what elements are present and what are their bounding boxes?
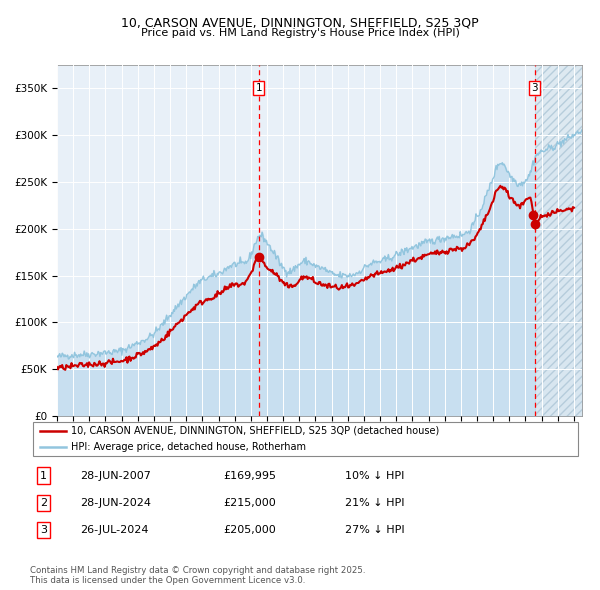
Text: £169,995: £169,995: [223, 471, 276, 481]
Text: 28-JUN-2007: 28-JUN-2007: [80, 471, 151, 481]
Text: 10, CARSON AVENUE, DINNINGTON, SHEFFIELD, S25 3QP (detached house): 10, CARSON AVENUE, DINNINGTON, SHEFFIELD…: [71, 425, 440, 435]
Text: 28-JUN-2024: 28-JUN-2024: [80, 498, 151, 508]
Bar: [535, 65, 582, 416]
Text: 21% ↓ HPI: 21% ↓ HPI: [344, 498, 404, 508]
Text: 27% ↓ HPI: 27% ↓ HPI: [344, 525, 404, 535]
Text: 1: 1: [256, 83, 262, 93]
Text: 10, CARSON AVENUE, DINNINGTON, SHEFFIELD, S25 3QP: 10, CARSON AVENUE, DINNINGTON, SHEFFIELD…: [121, 17, 479, 30]
Text: £215,000: £215,000: [223, 498, 276, 508]
Text: 1: 1: [40, 471, 47, 481]
FancyBboxPatch shape: [33, 422, 578, 456]
Text: Price paid vs. HM Land Registry's House Price Index (HPI): Price paid vs. HM Land Registry's House …: [140, 28, 460, 38]
Text: 10% ↓ HPI: 10% ↓ HPI: [344, 471, 404, 481]
Text: £205,000: £205,000: [223, 525, 276, 535]
Text: 2: 2: [40, 498, 47, 508]
Text: 3: 3: [40, 525, 47, 535]
Text: 3: 3: [531, 83, 538, 93]
Text: Contains HM Land Registry data © Crown copyright and database right 2025.
This d: Contains HM Land Registry data © Crown c…: [30, 566, 365, 585]
Text: 26-JUL-2024: 26-JUL-2024: [80, 525, 148, 535]
Text: HPI: Average price, detached house, Rotherham: HPI: Average price, detached house, Roth…: [71, 442, 307, 453]
